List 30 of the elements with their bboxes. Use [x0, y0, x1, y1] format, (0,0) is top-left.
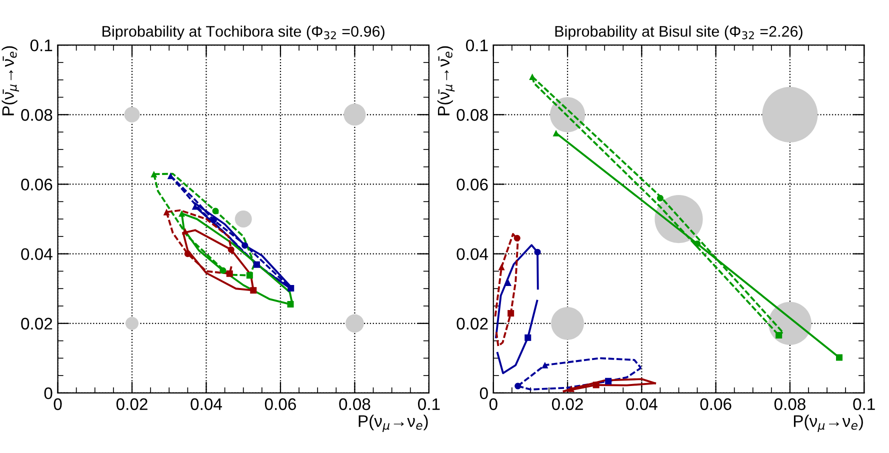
x-axis-title: P(ν$_{μ}$→ν$_{e}$)	[358, 414, 428, 432]
y-axis-title: P(ν̄$_{μ}$→ν̄$_{e}$)	[437, 46, 455, 116]
x-tick-label: 0.02	[552, 398, 583, 410]
y-tick-label: 0.04	[456, 248, 488, 260]
x-tick-label: 0.1	[418, 398, 440, 410]
y-tick-label: 0.06	[21, 178, 52, 190]
y-axis-title: P(ν̄$_{μ}$→ν̄$_{e}$)	[2, 46, 20, 116]
y-tick-label: 0.08	[456, 109, 488, 121]
y-tick-label: 0.1	[466, 39, 488, 52]
y-tick-label: 0.06	[456, 178, 488, 190]
y-tick-label: 0.02	[21, 318, 52, 330]
x-tick-label: 0.02	[116, 398, 148, 410]
chart-title: Biprobability at Bisul site (Φ$_{32}$ =2.26)	[555, 26, 802, 40]
x-tick-label: 0	[54, 398, 62, 410]
x-tick-label: 0.06	[700, 398, 732, 410]
x-tick-label: 0.04	[190, 398, 222, 410]
x-tick-label: 0.1	[853, 398, 875, 410]
y-tick-label: 0	[480, 387, 488, 400]
chart-title: Biprobability at Tochibora site (Φ$_{32}$ =0.96)	[102, 26, 384, 40]
y-tick-label: 0.02	[456, 318, 488, 330]
x-tick-label: 0.08	[774, 398, 806, 410]
y-tick-label: 0.1	[30, 39, 52, 52]
x-axis-title: P(ν$_{μ}$→ν$_{e}$)	[794, 414, 863, 432]
y-tick-label: 0	[44, 387, 52, 400]
x-tick-label: 0	[489, 398, 498, 410]
x-tick-label: 0.04	[626, 398, 658, 410]
y-tick-label: 0.08	[21, 109, 52, 121]
x-tick-label: 0.08	[339, 398, 370, 410]
y-tick-label: 0.04	[21, 248, 52, 260]
x-tick-label: 0.06	[264, 398, 296, 410]
